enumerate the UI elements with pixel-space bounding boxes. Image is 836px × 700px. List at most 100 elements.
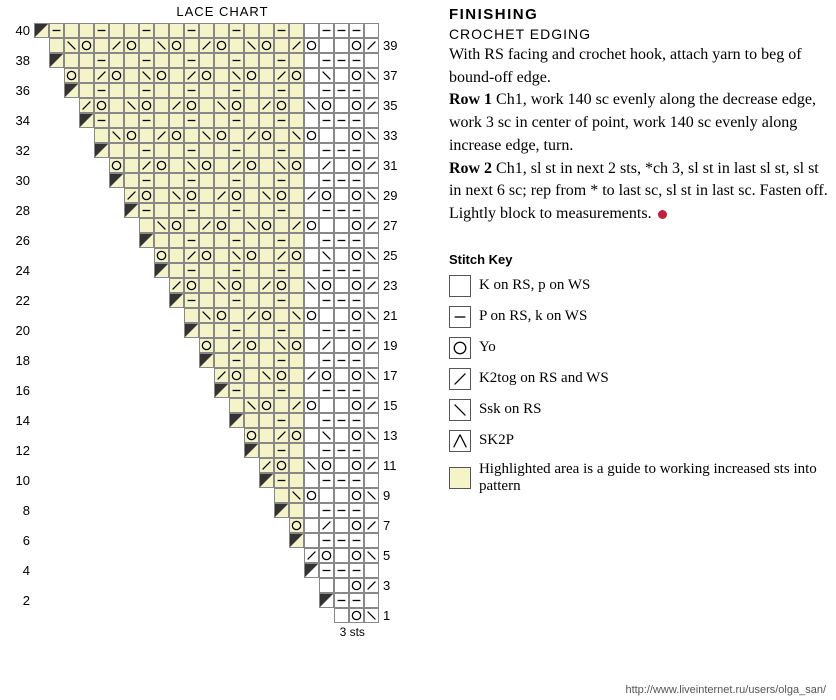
chart-cell — [124, 68, 139, 83]
key-label: Highlighted area is a guide to working i… — [479, 461, 828, 495]
chart-cell — [289, 278, 304, 293]
chart-cell — [334, 548, 349, 563]
chart-cell — [124, 38, 139, 53]
chart-cell — [139, 143, 154, 158]
chart-title: LACE CHART — [8, 4, 437, 19]
chart-cell — [349, 293, 364, 308]
chart-cell — [94, 38, 109, 53]
chart-cell — [289, 53, 304, 68]
chart-cell — [334, 248, 349, 263]
chart-cell — [364, 308, 379, 323]
chart-cell — [259, 323, 274, 338]
chart-cell — [229, 413, 244, 428]
chart-cell — [214, 368, 229, 383]
chart-cell — [334, 113, 349, 128]
chart-cell — [184, 38, 199, 53]
chart-cell — [289, 458, 304, 473]
chart-cell — [364, 533, 379, 548]
chart-cell — [274, 188, 289, 203]
chart-cell — [349, 563, 364, 578]
chart-cell — [139, 128, 154, 143]
row-num-left: 26 — [8, 233, 34, 248]
chart-row: 39 — [8, 38, 437, 53]
chart-cell — [229, 368, 244, 383]
chart-cell — [364, 158, 379, 173]
chart-cell — [334, 53, 349, 68]
chart-cell — [304, 143, 319, 158]
chart-cell — [79, 98, 94, 113]
chart-cell — [349, 578, 364, 593]
stitch-key-list: K on RS, p on WSP on RS, k on WSYoK2tog … — [449, 275, 828, 495]
chart-cell — [244, 173, 259, 188]
chart-cell — [199, 68, 214, 83]
chart-cell — [109, 68, 124, 83]
chart-cell — [259, 128, 274, 143]
chart-cell — [109, 158, 124, 173]
chart-row: 28 — [8, 203, 437, 218]
chart-cell — [244, 128, 259, 143]
chart-cell — [349, 38, 364, 53]
chart-cell — [319, 563, 334, 578]
chart-cell — [229, 353, 244, 368]
chart-cell — [364, 473, 379, 488]
chart-row: 31 — [8, 158, 437, 173]
chart-cell — [304, 443, 319, 458]
chart-cell — [289, 488, 304, 503]
chart-cell — [319, 98, 334, 113]
chart-cell — [64, 23, 79, 38]
chart-cell — [289, 113, 304, 128]
chart-cell — [304, 233, 319, 248]
end-dot-icon — [658, 210, 667, 219]
chart-cell — [184, 233, 199, 248]
chart-cell — [244, 368, 259, 383]
chart-row: 18 — [8, 353, 437, 368]
chart-row: 19 — [8, 338, 437, 353]
chart-cell — [349, 398, 364, 413]
chart-cell — [289, 533, 304, 548]
chart-cell — [349, 533, 364, 548]
chart-cell — [289, 263, 304, 278]
chart-cell — [259, 353, 274, 368]
chart-cell — [364, 203, 379, 218]
chart-cell — [184, 143, 199, 158]
chart-cell — [274, 473, 289, 488]
chart-cell — [349, 68, 364, 83]
chart-cell — [334, 23, 349, 38]
chart-cell — [94, 23, 109, 38]
chart-cell — [109, 83, 124, 98]
chart-cell — [154, 158, 169, 173]
chart-cell — [169, 53, 184, 68]
chart-cell — [364, 38, 379, 53]
chart-cell — [274, 23, 289, 38]
chart-cell — [334, 293, 349, 308]
chart-cell — [349, 323, 364, 338]
chart-cell — [304, 38, 319, 53]
chart-row: 13 — [8, 428, 437, 443]
chart-cell — [334, 218, 349, 233]
row-num-left: 2 — [8, 593, 34, 608]
chart-cell — [214, 233, 229, 248]
chart-cell — [304, 278, 319, 293]
chart-cell — [259, 338, 274, 353]
key-item: K on RS, p on WS — [449, 275, 828, 297]
chart-cell — [289, 128, 304, 143]
chart-cell — [199, 233, 214, 248]
row-num-right: 23 — [379, 278, 405, 293]
chart-cell — [319, 473, 334, 488]
chart-cell — [94, 98, 109, 113]
chart-cell — [139, 98, 154, 113]
chart-cell — [364, 263, 379, 278]
chart-cell — [319, 203, 334, 218]
chart-cell — [289, 38, 304, 53]
chart-cell — [274, 383, 289, 398]
chart-cell — [244, 323, 259, 338]
chart-cell — [319, 158, 334, 173]
row-num-left: 10 — [8, 473, 34, 488]
chart-cell — [229, 338, 244, 353]
chart-cell — [364, 83, 379, 98]
chart-row: 17 — [8, 368, 437, 383]
chart-row: 16 — [8, 383, 437, 398]
chart-cell — [64, 38, 79, 53]
row-num-right: 1 — [379, 608, 405, 623]
chart-cell — [304, 518, 319, 533]
